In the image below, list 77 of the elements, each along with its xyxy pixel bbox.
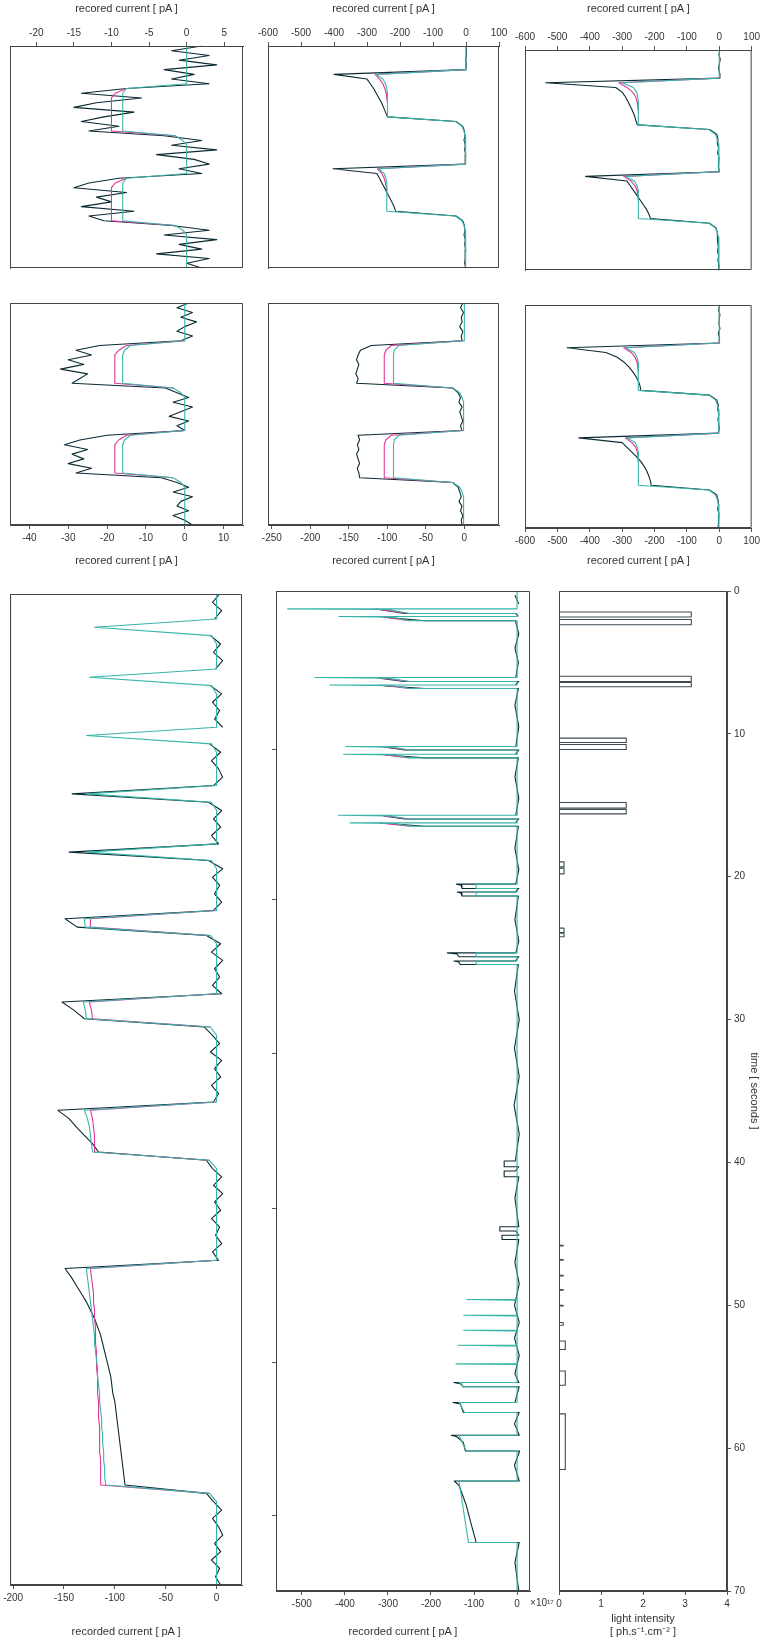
x-tick-label: 0 bbox=[556, 1597, 563, 1609]
x-tick-label: -400 bbox=[324, 26, 345, 38]
x-tick-label: 0 bbox=[461, 531, 468, 543]
x-tick-label: -300 bbox=[612, 30, 633, 42]
x-tick-label: -500 bbox=[291, 26, 312, 38]
x-tick-label: -300 bbox=[612, 534, 633, 546]
x-axis-title: recorded current [ pA ] bbox=[348, 1625, 458, 1638]
x-tick-label: 0 bbox=[716, 30, 723, 42]
x-tick-label: -100 bbox=[104, 1591, 126, 1603]
x-axis-title: recored current [ pA ] bbox=[332, 554, 435, 567]
x-tick-label: 5 bbox=[221, 26, 228, 38]
y-tick-label: 60 bbox=[734, 1441, 746, 1453]
x-tick-label: -300 bbox=[357, 26, 378, 38]
x-tick-label: -200 bbox=[644, 30, 665, 42]
x-tick-label: -200 bbox=[390, 26, 411, 38]
x-tick-label: -30 bbox=[61, 531, 76, 543]
x-tick-label: -20 bbox=[29, 26, 44, 38]
x-tick-label: -500 bbox=[291, 1597, 313, 1609]
x-tick-label: -200 bbox=[300, 531, 321, 543]
x-tick-label: -200 bbox=[644, 534, 665, 546]
x-axis-title: recored current [ pA ] bbox=[332, 1, 435, 14]
x-tick-label: -100 bbox=[377, 531, 398, 543]
x-tick-label: -400 bbox=[579, 30, 601, 42]
x-tick-label: -100 bbox=[676, 534, 698, 546]
x-tick-label: -150 bbox=[53, 1591, 75, 1603]
x-tick-label: -300 bbox=[377, 1597, 399, 1609]
x-tick-label: -400 bbox=[579, 534, 601, 546]
x-tick-label: 0 bbox=[181, 531, 188, 543]
y-tick-label: 0 bbox=[734, 584, 740, 596]
x-axis-title: recorded current [ pA ] bbox=[71, 1625, 181, 1638]
x-tick-label: -50 bbox=[418, 531, 434, 543]
x-axis-title: recored current [ pA ] bbox=[586, 554, 690, 567]
x-tick-label: 0 bbox=[213, 1591, 220, 1603]
x-tick-label: -600 bbox=[515, 30, 536, 42]
x-tick-label: 4 bbox=[724, 1597, 731, 1609]
x-tick-label: -150 bbox=[338, 531, 360, 543]
x-tick-label: 1 bbox=[598, 1597, 605, 1609]
x-axis-title: recored current [ pA ] bbox=[75, 1, 178, 14]
x-tick-label: -200 bbox=[420, 1597, 442, 1609]
y-tick-label: 10 bbox=[734, 727, 746, 739]
x-tick-label: -600 bbox=[258, 26, 279, 38]
x-tick-label: -100 bbox=[464, 1597, 485, 1609]
y-axis-title: time [ seconds ] bbox=[749, 1052, 762, 1130]
x-tick-label: 100 bbox=[490, 26, 508, 38]
x-tick-label: -500 bbox=[547, 534, 568, 546]
x-tick-label: -100 bbox=[676, 30, 698, 42]
x-axis-title: light intensity [ ph.s⁻¹.cm⁻² ] bbox=[609, 1612, 677, 1638]
y-tick-label: 30 bbox=[734, 1013, 746, 1025]
y-tick-label: 20 bbox=[734, 870, 746, 882]
x-tick-label: 0 bbox=[463, 26, 470, 38]
y-tick-label: 70 bbox=[734, 1584, 746, 1596]
x-tick-label: 0 bbox=[716, 534, 723, 546]
x-tick-label: -500 bbox=[547, 30, 568, 42]
text: ×10¹⁷ bbox=[530, 1596, 555, 1608]
y-tick-label: 50 bbox=[734, 1299, 746, 1311]
x-tick-label: 100 bbox=[743, 30, 761, 42]
x-tick-label: -10 bbox=[104, 26, 120, 38]
x-tick-label: 10 bbox=[218, 531, 230, 543]
x-tick-label: -400 bbox=[334, 1597, 356, 1609]
x-axis-title: recored current [ pA ] bbox=[586, 1, 690, 14]
x-tick-label: -100 bbox=[422, 26, 444, 38]
x-tick-label: 3 bbox=[682, 1597, 689, 1609]
x-tick-label: 0 bbox=[183, 26, 190, 38]
x-tick-label: 100 bbox=[743, 534, 761, 546]
x-tick-label: -200 bbox=[3, 1591, 24, 1603]
x-tick-label: -10 bbox=[138, 531, 154, 543]
x-tick-label: -5 bbox=[144, 26, 154, 38]
y-tick-label: 40 bbox=[734, 1156, 746, 1168]
x-tick-label: -15 bbox=[66, 26, 82, 38]
x-tick-label: -600 bbox=[515, 534, 536, 546]
x-tick-label: -40 bbox=[22, 531, 38, 543]
x-tick-label: -250 bbox=[261, 531, 283, 543]
x-tick-label: -20 bbox=[99, 531, 115, 543]
x-axis-title: recored current [ pA ] bbox=[75, 554, 178, 567]
x-tick-label: 2 bbox=[640, 1597, 647, 1609]
x-tick-label: 0 bbox=[514, 1597, 521, 1609]
x-tick-label: -50 bbox=[158, 1591, 174, 1603]
